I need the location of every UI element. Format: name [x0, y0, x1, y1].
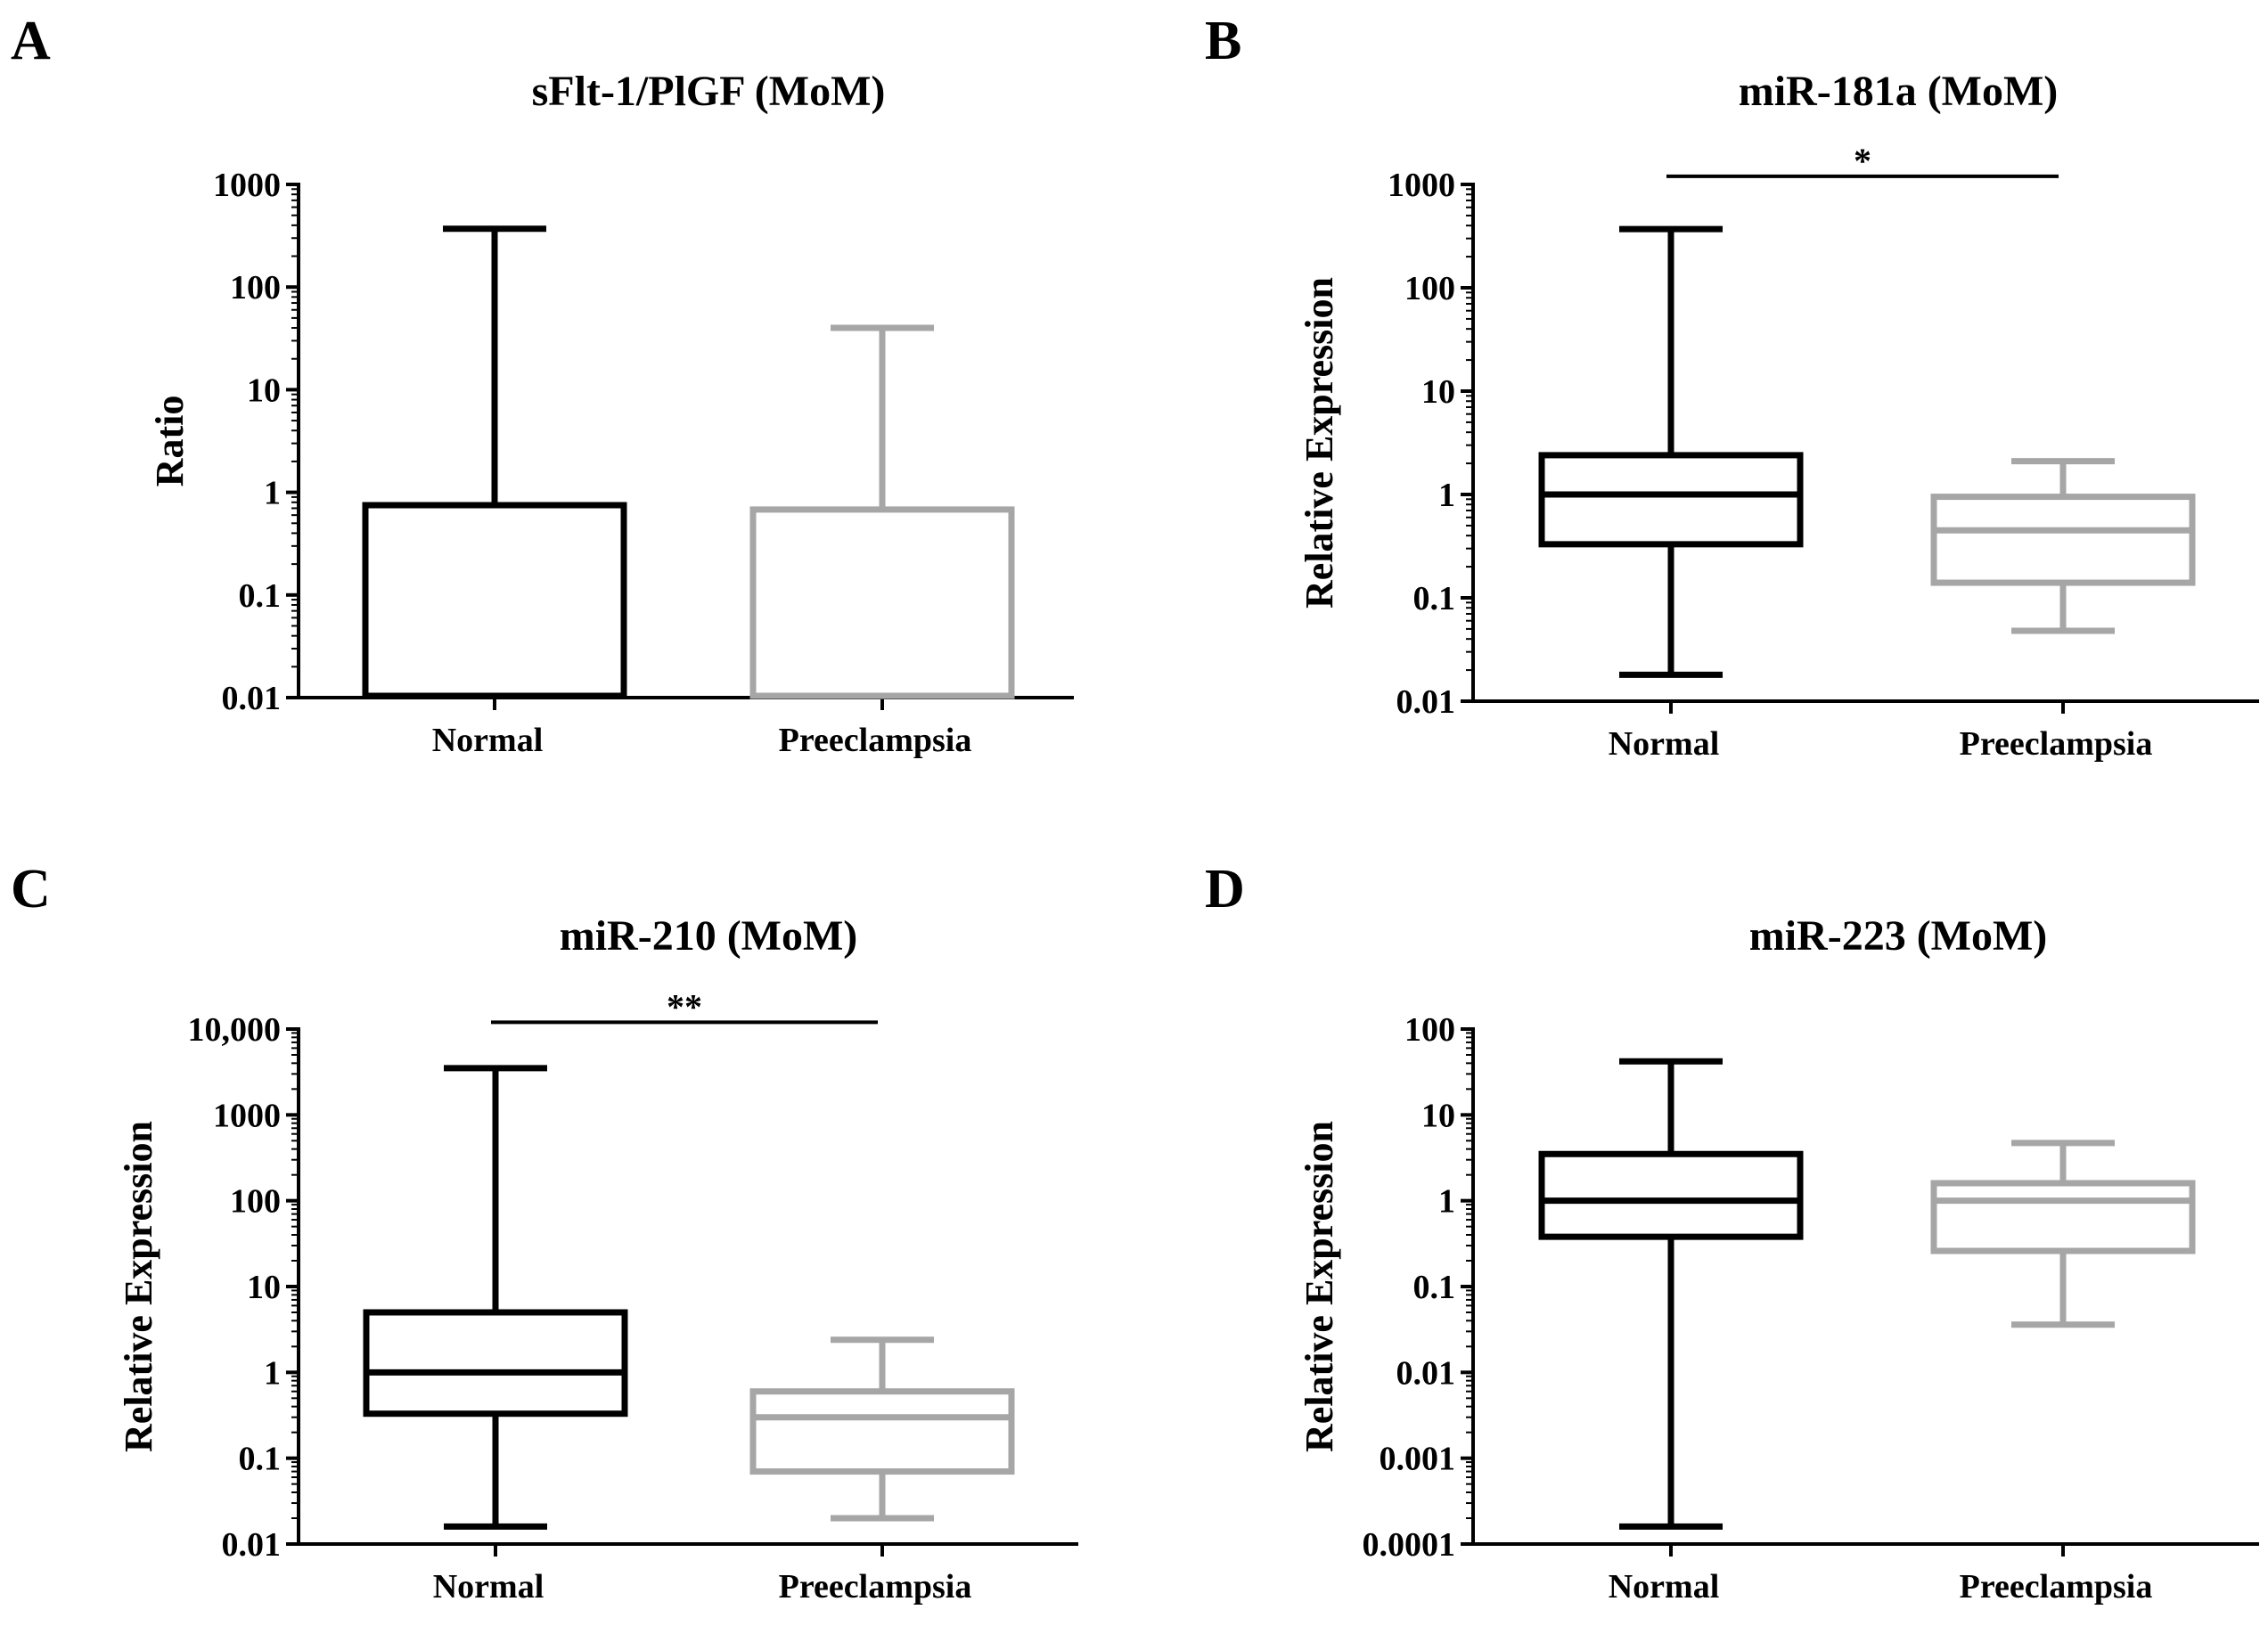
panel-letter-b: B: [1205, 11, 1241, 71]
y-tick-label-d: 0.001: [1380, 1441, 1456, 1478]
y-tick-label-c: 10: [247, 1269, 281, 1306]
panel-letter-a: A: [11, 11, 51, 71]
box-normal: [1538, 452, 1804, 548]
x-category-label-a: Normal: [432, 722, 544, 759]
x-category-label-c: Normal: [433, 1568, 544, 1606]
chart-title-c: miR-210 (MoM): [560, 912, 858, 960]
x-category-label-a: Preeclampsia: [779, 722, 972, 759]
x-category-label-d: Normal: [1609, 1568, 1720, 1606]
significance-label-b: *: [1854, 141, 1871, 181]
x-category-label-c: Preeclampsia: [779, 1568, 972, 1606]
y-tick-label-a: 1: [264, 475, 281, 512]
box-preeclampsia: [1930, 1180, 2196, 1254]
y-tick-label-b: 0.1: [1413, 580, 1456, 617]
y-tick-label-d: 0.1: [1413, 1269, 1456, 1306]
x-category-label-b: Preeclampsia: [1960, 725, 2153, 763]
panel-c: miR-210 (MoM) Relative Expression 0.01 0.1 1…: [117, 912, 1078, 1606]
y-tick-label-d: 100: [1404, 1011, 1455, 1049]
y-tick-label-b: 10: [1421, 373, 1455, 411]
box-preeclampsia: [1930, 494, 2196, 586]
y-axis-label-a: Ratio: [148, 396, 192, 487]
y-tick-label-c: 10,000: [188, 1011, 282, 1049]
y-axis-label-d: Relative Expression: [1298, 1121, 1341, 1452]
y-tick-label-c: 0.1: [239, 1441, 282, 1478]
panel-letter-d: D: [1205, 859, 1245, 919]
box-preeclampsia: [749, 1388, 1015, 1475]
y-tick-label-a: 0.1: [239, 577, 282, 615]
significance-label-c: **: [667, 986, 702, 1026]
y-tick-label-d: 1: [1438, 1183, 1455, 1221]
chart-title-d: miR-223 (MoM): [1749, 912, 2048, 960]
y-tick-label-c: 1000: [213, 1097, 281, 1134]
y-tick-label-a: 0.01: [222, 680, 282, 717]
y-tick-label-b: 1000: [1388, 167, 1455, 204]
box-normal: [1538, 1150, 1804, 1240]
panel-b: miR-181a (MoM) Relative Expression 0.01 0.1…: [1298, 68, 2259, 763]
panel-letter-c: C: [11, 859, 51, 919]
y-tick-label-c: 1: [264, 1354, 281, 1392]
x-category-label-d: Preeclampsia: [1960, 1568, 2153, 1606]
y-tick-label-d: 10: [1421, 1097, 1455, 1134]
y-tick-label-c: 0.01: [222, 1526, 282, 1564]
y-tick-label-b: 100: [1404, 270, 1455, 307]
panel-a: sFlt-1/PlGF (MoM) Ratio 0.01 0.1 1 10 100 1000 N…: [148, 68, 1074, 759]
chart-title-b: miR-181a (MoM): [1739, 68, 2059, 115]
y-tick-label-b: 0.01: [1396, 683, 1456, 721]
box-normal: [363, 1309, 628, 1418]
bar-preeclampsia: [749, 506, 1015, 699]
y-tick-label-a: 100: [230, 269, 281, 306]
y-tick-label-d: 0.01: [1396, 1354, 1456, 1392]
chart-title-a: sFlt-1/PlGF (MoM): [532, 68, 886, 115]
y-tick-label-a: 1000: [213, 167, 281, 204]
y-axis-label-c: Relative Expression: [117, 1121, 160, 1452]
x-category-label-b: Normal: [1609, 725, 1720, 763]
y-tick-label-c: 100: [230, 1183, 281, 1221]
bar-normal: [362, 502, 627, 699]
y-tick-label-a: 10: [247, 372, 281, 409]
panel-d: miR-223 (MoM) Relative Expression 0.0001 0.…: [1298, 912, 2259, 1606]
y-tick-label-b: 1: [1438, 477, 1455, 514]
y-axis-label-b: Relative Expression: [1298, 277, 1341, 609]
y-tick-label-d: 0.0001: [1363, 1526, 1456, 1564]
